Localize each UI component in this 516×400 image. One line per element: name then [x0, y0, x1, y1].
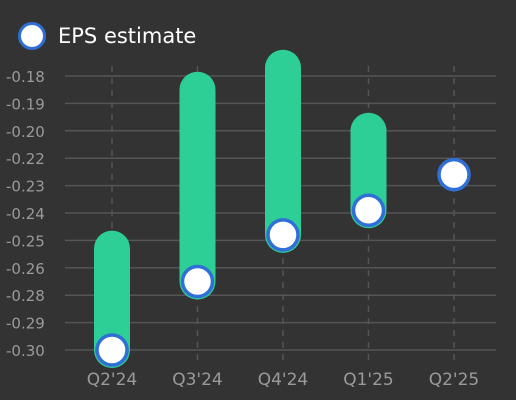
y-tick-label: -0.19 — [6, 95, 45, 113]
y-tick-label: -0.23 — [6, 178, 45, 196]
x-tick-label: Q1'25 — [343, 370, 394, 390]
range-bar — [265, 49, 301, 253]
x-tick-label: Q3'24 — [172, 370, 223, 390]
range-bar — [94, 230, 130, 368]
x-tick-label: Q4'24 — [258, 370, 309, 390]
y-tick-label: -0.25 — [6, 232, 45, 250]
legend-label: EPS estimate — [58, 24, 197, 48]
y-tick-label: -0.30 — [6, 342, 45, 360]
y-tick-label: -0.18 — [6, 68, 45, 86]
y-tick-label: -0.26 — [6, 260, 45, 278]
legend: EPS estimate — [18, 18, 196, 54]
y-tick-label: -0.24 — [6, 205, 45, 223]
eps-estimate-point — [266, 218, 300, 252]
eps-estimate-point — [95, 333, 129, 367]
legend-marker-icon — [18, 22, 46, 50]
eps-estimate-point — [180, 264, 215, 299]
x-tick-label: Q2'25 — [429, 370, 480, 390]
y-tick-label: -0.20 — [6, 123, 45, 141]
eps-estimate-point — [437, 157, 471, 192]
x-tick-label: Q2'24 — [87, 370, 138, 390]
y-tick-label: -0.22 — [6, 150, 45, 168]
y-tick-label: -0.28 — [6, 287, 45, 305]
y-tick-label: -0.29 — [6, 315, 45, 333]
range-bar — [179, 71, 216, 300]
eps-estimate-point — [351, 193, 386, 228]
